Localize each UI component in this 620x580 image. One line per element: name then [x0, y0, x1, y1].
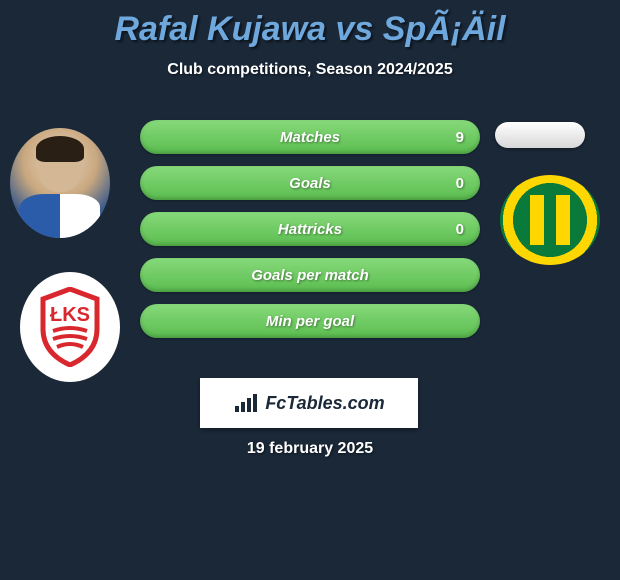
bar-chart-icon: [233, 392, 259, 414]
club-right-stripe: [544, 195, 556, 245]
stat-label: Matches: [280, 129, 340, 146]
svg-text:ŁKS: ŁKS: [50, 304, 90, 326]
stats-container: Matches 9 Goals 0 Hattricks 0 Goals per …: [140, 120, 480, 350]
left-club-logo: ŁKS: [20, 272, 120, 382]
right-value-pill: [495, 122, 585, 148]
comparison-subtitle: Club competitions, Season 2024/2025: [0, 61, 620, 79]
stat-label: Goals: [289, 175, 331, 192]
stat-value-right: 0: [456, 221, 464, 238]
stat-row-hattricks: Hattricks 0: [140, 212, 480, 246]
stat-value-right: 0: [456, 175, 464, 192]
lks-shield-icon: ŁKS: [35, 287, 105, 367]
stat-row-matches: Matches 9: [140, 120, 480, 154]
stat-row-goals: Goals 0: [140, 166, 480, 200]
comparison-date: 19 february 2025: [0, 440, 620, 458]
comparison-title: Rafal Kujawa vs SpÃ¡Äil: [0, 0, 620, 49]
stat-value-right: 9: [456, 129, 464, 146]
brand-watermark: FcTables.com: [200, 378, 418, 428]
stat-label: Goals per match: [251, 267, 369, 284]
player-hair: [36, 136, 84, 162]
stat-row-min-per-goal: Min per goal: [140, 304, 480, 338]
stat-row-goals-per-match: Goals per match: [140, 258, 480, 292]
club-right-inner: [530, 195, 570, 245]
player-shirt: [20, 194, 100, 238]
left-player-avatar: [10, 128, 110, 238]
stat-label: Min per goal: [266, 313, 354, 330]
stat-label: Hattricks: [278, 221, 342, 238]
right-club-logo: [500, 175, 600, 265]
brand-text: FcTables.com: [265, 393, 384, 414]
